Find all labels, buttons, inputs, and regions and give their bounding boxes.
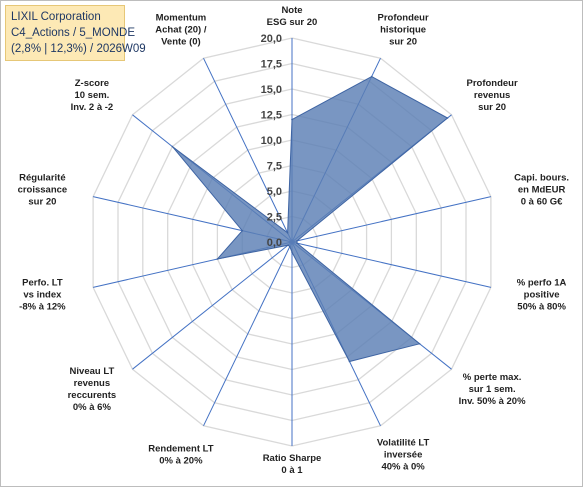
- axis-label: Momentum Achat (20) / Vente (0): [155, 12, 207, 47]
- axis-spoke: [291, 196, 492, 243]
- tick-label: 2,5: [267, 212, 282, 224]
- data-point: [171, 145, 174, 148]
- title-category: C4_Actions / 5_MONDE: [11, 27, 135, 39]
- axis-label: Rendement LT 0% à 20%: [148, 444, 213, 467]
- tick-label: 5,0: [267, 186, 282, 198]
- data-point: [216, 258, 219, 260]
- axis-spoke: [132, 241, 293, 370]
- data-point: [287, 244, 289, 246]
- data-point: [446, 117, 449, 119]
- axis-label: Capi. bours. en MdEUR 0 à 60 G€: [514, 173, 569, 208]
- axis-label: Perfo. LT vs index -8% à 12%: [19, 278, 66, 313]
- data-point: [296, 242, 298, 244]
- title-company: LIXIL Corporation: [11, 11, 101, 23]
- data-point: [296, 240, 298, 242]
- data-series-area: [172, 76, 449, 363]
- axis-label: Volatilité LT inversée 40% à 0%: [377, 438, 430, 473]
- data-point: [291, 251, 293, 253]
- axis-spoke: [291, 241, 492, 288]
- data-point: [241, 229, 244, 232]
- tick-label: 15,0: [261, 84, 282, 96]
- tick-label: 12,5: [261, 110, 282, 122]
- axis-label: Ratio Sharpe 0 à 1: [263, 453, 322, 476]
- chart-title-box: LIXIL Corporation C4_Actions / 5_MONDE (…: [5, 5, 146, 61]
- axis-label: Profondeur historique sur 20: [377, 12, 428, 47]
- axis-label: Niveau LT revenus reccurents 0% à 6%: [68, 366, 117, 413]
- axis-label: Note ESG sur 20: [267, 5, 318, 28]
- data-point: [291, 118, 293, 121]
- data-point: [286, 232, 289, 234]
- axis-label: Régularité croissance sur 20: [18, 173, 68, 208]
- axis-spoke: [203, 241, 293, 427]
- title-stats: (2,8% | 12,3%) / 2026W09: [11, 43, 146, 55]
- data-point: [289, 245, 291, 248]
- axis-spoke: [203, 57, 293, 243]
- tick-label: 20,0: [261, 33, 282, 45]
- data-point: [418, 343, 421, 345]
- axis-label: % perte max. sur 1 sem. Inv. 50% à 20%: [459, 372, 526, 407]
- data-point: [348, 360, 351, 363]
- tick-label: 17,5: [261, 59, 282, 71]
- tick-label: 0,0: [267, 237, 282, 249]
- axis-label: Z-score 10 sem. Inv. 2 à -2: [71, 78, 114, 113]
- axis-label: % perfo 1A positive 50% à 80%: [517, 278, 567, 313]
- tick-label: 10,0: [261, 135, 282, 147]
- tick-label: 7,5: [267, 161, 282, 173]
- data-point: [370, 75, 373, 78]
- axis-label: Profondeur revenus sur 20: [466, 78, 517, 113]
